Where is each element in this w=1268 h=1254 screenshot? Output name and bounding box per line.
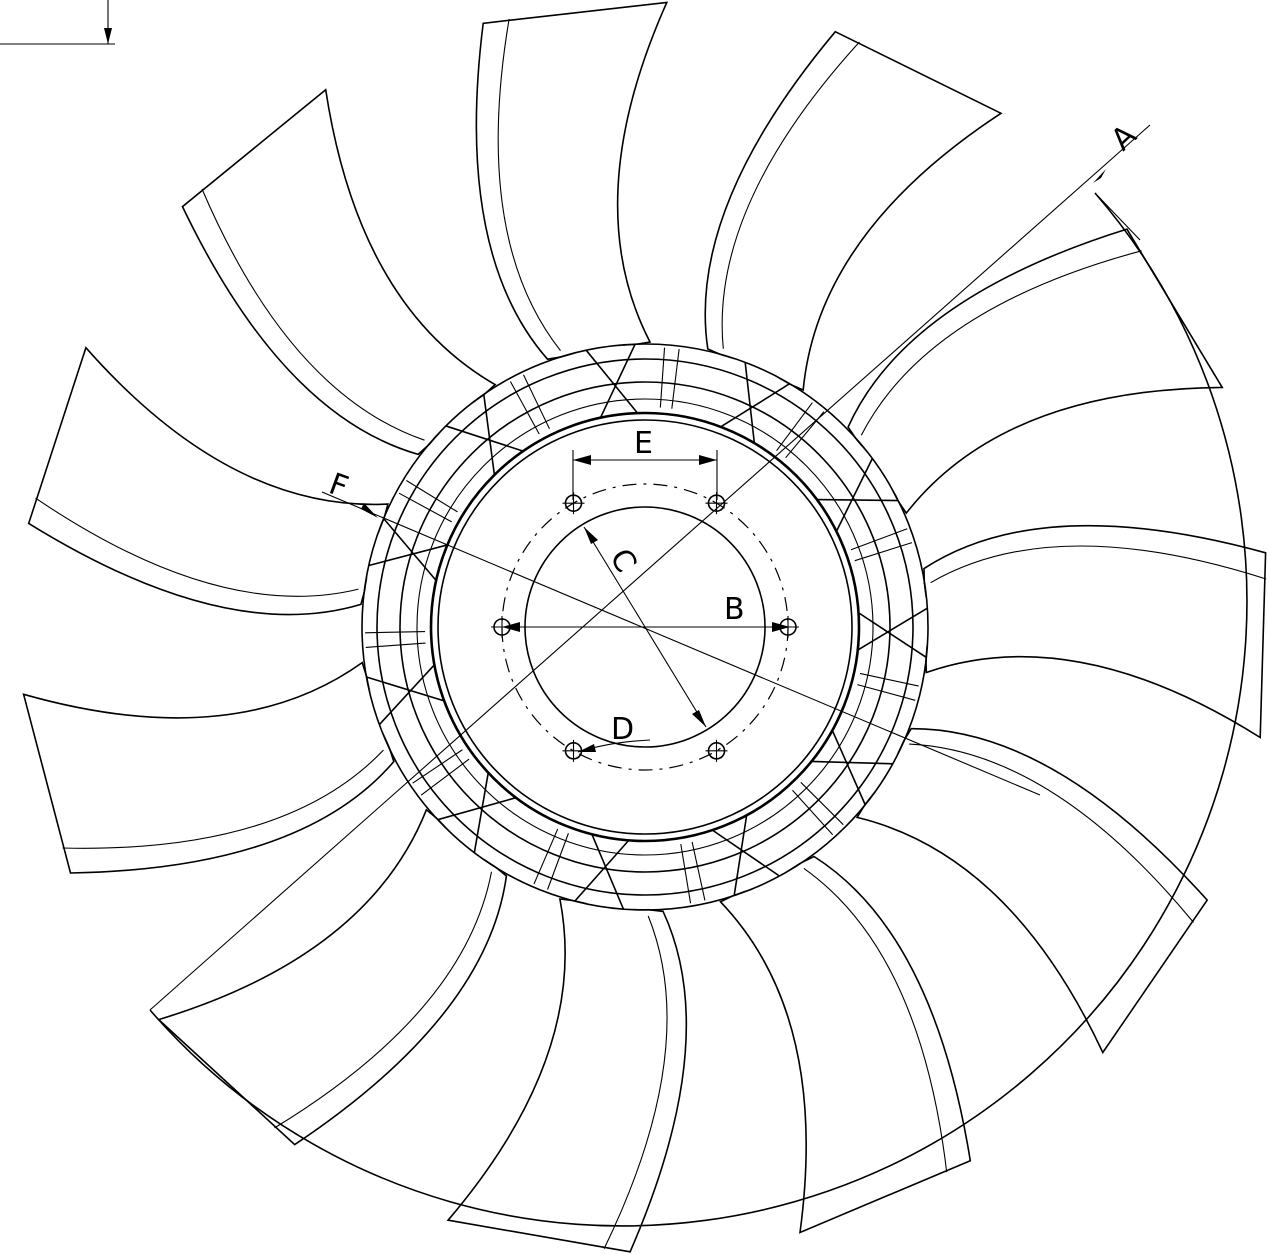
blade-edge-band — [803, 867, 948, 1173]
strut-line — [744, 362, 756, 444]
strut-line — [482, 394, 496, 476]
fan-blade — [475, 1, 669, 361]
strut-rib — [691, 841, 706, 901]
label-b: B — [724, 592, 745, 627]
blade-edge-band — [603, 915, 668, 1249]
fan-blade — [22, 661, 395, 874]
strut-line — [816, 498, 899, 502]
fan-blade — [27, 346, 389, 616]
strut-line — [473, 772, 490, 853]
strut-line — [437, 796, 517, 821]
fan-blade — [719, 855, 972, 1234]
blade-tip-circle — [149, 192, 1248, 1227]
strut-rib — [671, 349, 680, 409]
fan-blade — [847, 228, 1224, 515]
fan-blade — [181, 88, 497, 456]
strut-rib — [792, 789, 834, 836]
strut-rib — [857, 684, 916, 701]
strut-rib — [533, 828, 559, 885]
strut-line — [591, 833, 625, 910]
blade-edge-band — [274, 871, 493, 1129]
strut-line — [599, 343, 636, 419]
strut-line — [811, 760, 893, 765]
strut-rib — [412, 749, 463, 784]
fan-blade — [704, 30, 1003, 392]
strut-rib — [800, 781, 844, 826]
strut-rib — [659, 347, 666, 408]
strut-line — [445, 425, 524, 452]
strut-rib — [776, 402, 813, 452]
strut-line — [835, 458, 874, 532]
strut-rib — [854, 542, 913, 562]
blade-edge-band — [909, 743, 1194, 923]
strut-rib — [509, 381, 540, 435]
strut-line — [378, 664, 435, 726]
fan-blade — [855, 727, 1209, 1055]
strut-rib — [680, 843, 692, 904]
strut-line — [383, 517, 437, 582]
fan-blade — [157, 808, 508, 1146]
strut-line — [831, 730, 866, 806]
label-a: A — [1105, 118, 1144, 158]
strut-rib — [859, 672, 919, 687]
dimension-lines — [149, 124, 1151, 1011]
strut-line — [711, 829, 780, 877]
corner-leader — [0, 0, 115, 45]
label-d: D — [611, 712, 634, 747]
strut-line — [366, 676, 445, 702]
strut-rib — [547, 833, 569, 890]
strut-rib — [406, 480, 458, 513]
strut-line — [585, 349, 639, 414]
strut-line — [720, 383, 791, 428]
blade-edge-band — [62, 749, 384, 849]
blade-edge-band — [930, 545, 1267, 584]
label-e: E — [634, 426, 653, 461]
blade-edge-band — [721, 41, 860, 349]
blade-edge-band — [860, 250, 1142, 436]
fan-blade — [923, 524, 1267, 739]
strut-rib — [398, 492, 453, 523]
strut-rib — [522, 374, 550, 430]
strut-rib — [850, 528, 908, 551]
strut-rib — [420, 758, 470, 796]
strut-line — [857, 607, 928, 651]
fan-blade — [446, 898, 688, 1253]
blade-edge-band — [201, 188, 425, 441]
strut-rib — [365, 630, 426, 634]
strut-rib — [365, 642, 426, 648]
blade-edge-band — [35, 497, 359, 597]
strut-line — [858, 612, 927, 659]
label-f: F — [324, 467, 352, 506]
strut-line — [733, 815, 748, 896]
blade-edge-band — [497, 18, 561, 351]
strut-line — [574, 839, 630, 902]
strut-line — [368, 544, 448, 567]
hub-rings — [361, 343, 929, 911]
